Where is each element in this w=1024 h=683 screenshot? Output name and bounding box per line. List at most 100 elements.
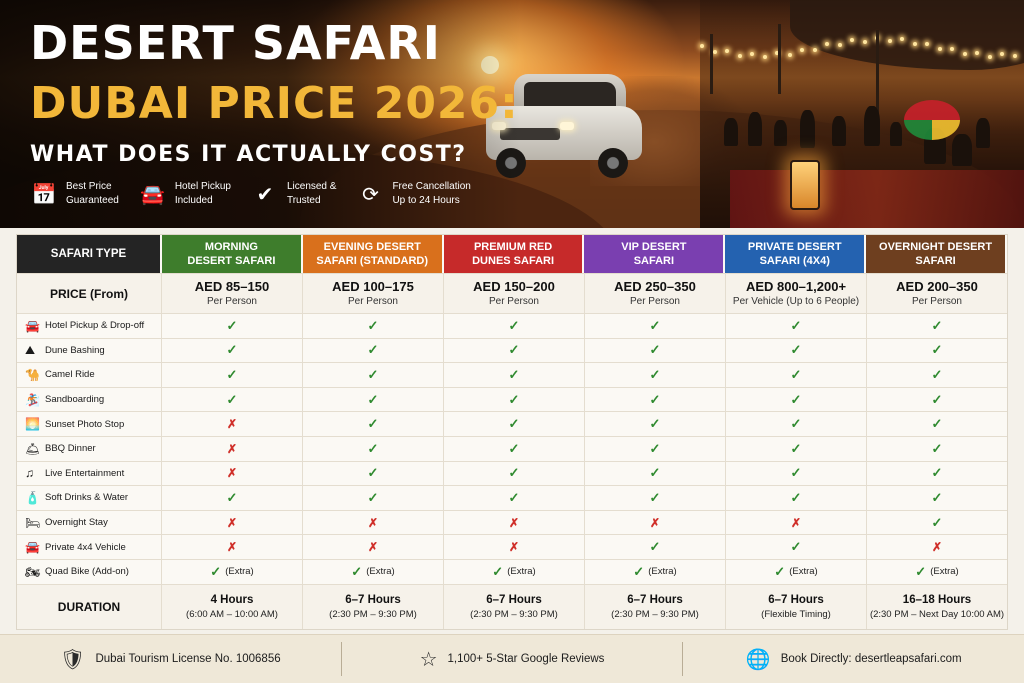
check-icon: ✓: [226, 317, 238, 333]
check-icon: ✓: [931, 342, 943, 358]
feature-cell: ✓: [162, 314, 303, 338]
price-cell: AED 800–1,200+ Per Vehicle (Up to 6 Peopl…: [726, 274, 867, 313]
footer-item[interactable]: 🌐 Book Directly: desertleapsafari.com: [683, 642, 1024, 676]
feature-cell: ✗: [162, 412, 303, 436]
column-name-line-1: OVERNIGHT DESERT: [879, 241, 993, 253]
footer-text: Dubai Tourism License No. 1006856: [95, 653, 281, 665]
column-name-line-1: PRIVATE DESERT: [747, 241, 842, 253]
extra-note: (Extra): [366, 566, 395, 578]
feature-cell: ✓: [726, 412, 867, 436]
trust-badge: 🚘 Hotel Pickup Included: [139, 180, 231, 208]
check-icon: ✓: [790, 539, 802, 555]
lantern: [790, 160, 820, 210]
price-amount: AED 100–175: [332, 279, 414, 294]
check-icon: ✓: [649, 465, 661, 481]
feature-row: 🛏 Overnight Stay ✗ ✗ ✗ ✗ ✗ ✓: [17, 510, 1007, 536]
feature-cell: ✓: [303, 314, 444, 338]
duration-cell: 6–7 Hours (2:30 PM – 9:30 PM): [444, 584, 585, 629]
feature-cell: ✓: [585, 486, 726, 510]
bottle-icon: 🧴: [25, 490, 40, 505]
check-icon: ✓: [508, 391, 520, 407]
feature-row: 🛎 BBQ Dinner ✗ ✓ ✓ ✓ ✓ ✓: [17, 436, 1007, 462]
feature-cell: ✓: [444, 436, 585, 461]
car-icon: 🚘: [25, 318, 40, 333]
footer-item: 🛡 Dubai Tourism License No. 1006856: [0, 642, 342, 676]
price-amount: AED 85–150: [194, 279, 270, 294]
feature-cell: ✓: [867, 412, 1007, 436]
check-icon: ✓: [649, 391, 661, 407]
duration-time: (2:30 PM – Next Day 10:00 AM): [869, 608, 1005, 620]
cross-icon: ✗: [508, 540, 520, 555]
feature-cell: ✓: [867, 363, 1007, 387]
feature-row: 🏍 Quad Bike (Add-on) ✓ (Extra) ✓ (Extra) ✓ (Ext…: [17, 559, 1007, 585]
check-icon: ✓: [367, 440, 379, 456]
feature-row: ♫ Live Entertainment ✗ ✓ ✓ ✓ ✓ ✓: [17, 461, 1007, 487]
feature-cell: ✗: [867, 535, 1007, 559]
feature-cell: ✓: [585, 412, 726, 436]
feature-row: ⛰ Dune Bashing ✓ ✓ ✓ ✓ ✓ ✓: [17, 338, 1007, 364]
footer-text[interactable]: Book Directly: desertleapsafari.com: [780, 653, 962, 665]
check-icon: ✓: [367, 489, 379, 505]
price-amount: AED 150–200: [473, 279, 555, 294]
hero-banner: DESERT SAFARI DUBAI PRICE 2026: WHAT DOE…: [0, 0, 1024, 228]
music-note-icon: ♫: [25, 466, 34, 481]
cross-icon: ✗: [226, 540, 238, 555]
price-note: Per Person: [347, 296, 398, 307]
duration-cell: 16–18 Hours (2:30 PM – Next Day 10:00 AM): [867, 585, 1007, 629]
feature-cell: ✓: [867, 462, 1007, 486]
price-amount: AED 800–1,200+: [745, 279, 847, 294]
price-note: Per Person: [911, 296, 962, 307]
header-safari-type: SAFARI TYPE: [17, 235, 162, 273]
feature-cell: ✓: [444, 461, 585, 486]
check-icon: ✓: [931, 489, 943, 505]
price-comparison-table: SAFARI TYPE MORNING DESERT SAFARI EVENING D…: [16, 234, 1008, 630]
feature-cell: ✓: [867, 388, 1007, 412]
verified-badge-icon: ✔: [256, 182, 274, 206]
price-cell: AED 250–350 Per Person: [585, 274, 726, 313]
trust-badges: 📅 Best Price Guaranteed 🚘 Hotel Pickup Includ…: [30, 180, 491, 208]
check-icon: ✓: [367, 342, 379, 358]
feature-cell: ✓: [585, 461, 726, 486]
check-icon: ✓: [351, 563, 363, 579]
sandboard-icon: 🏂: [25, 392, 40, 407]
badge-line-1: Hotel Pickup: [174, 181, 231, 192]
column-name-line-2: SAFARI: [633, 255, 675, 267]
table-header-row: SAFARI TYPE MORNING DESERT SAFARI EVENING D…: [17, 235, 1007, 274]
duration-label: DURATION: [17, 584, 162, 629]
extra-note: (Extra): [648, 566, 677, 578]
tanoura-dancer: [904, 100, 960, 140]
footer-bar: 🛡 Dubai Tourism License No. 1006856 ☆ 1,100…: [0, 634, 1024, 683]
feature-cell: ✗: [444, 535, 585, 559]
footer-text: 1,100+ 5-Star Google Reviews: [447, 653, 605, 665]
feature-cell: ✓: [444, 314, 585, 338]
feature-label: BBQ Dinner: [45, 443, 96, 455]
check-icon: ✓: [790, 391, 802, 407]
duration-time: (2:30 PM – 9:30 PM): [329, 608, 417, 620]
badge-line-1: Licensed &: [286, 181, 337, 192]
check-icon: ✓: [226, 391, 238, 407]
calendar-price-icon: 📅: [31, 182, 57, 206]
price-cell: AED 150–200 Per Person: [444, 274, 585, 313]
duration-time: (6:00 AM – 10:00 AM): [186, 608, 278, 620]
check-icon: ✓: [649, 416, 661, 432]
feature-cell: ✓: [303, 412, 444, 436]
car-icon: 🚘: [25, 540, 40, 555]
check-icon: ✓: [367, 416, 379, 432]
feature-cell: ✓: [303, 436, 444, 461]
check-icon: ✓: [649, 342, 661, 358]
feature-cell: ✓: [585, 363, 726, 387]
price-amount: AED 200–350: [896, 279, 978, 294]
extra-note: (Extra): [789, 566, 818, 578]
feature-cell: ✓: [162, 363, 303, 387]
price-note: Per Person: [629, 296, 680, 307]
check-icon: ✓: [226, 489, 238, 505]
price-note: Per Vehicle (Up to 6 People): [732, 296, 860, 307]
feature-cell: ✓ (Extra): [444, 559, 585, 584]
price-row: PRICE (From) AED 85–150 Per Person AED 100–…: [17, 274, 1007, 314]
column-name-line-1: EVENING DESERT: [323, 241, 421, 253]
feature-cell: ✓: [444, 486, 585, 510]
feature-label: Live Entertainment: [45, 467, 125, 479]
cross-icon: ✗: [226, 441, 238, 456]
duration-hours: 6–7 Hours: [486, 593, 542, 606]
feature-cell: ✓: [444, 387, 585, 412]
